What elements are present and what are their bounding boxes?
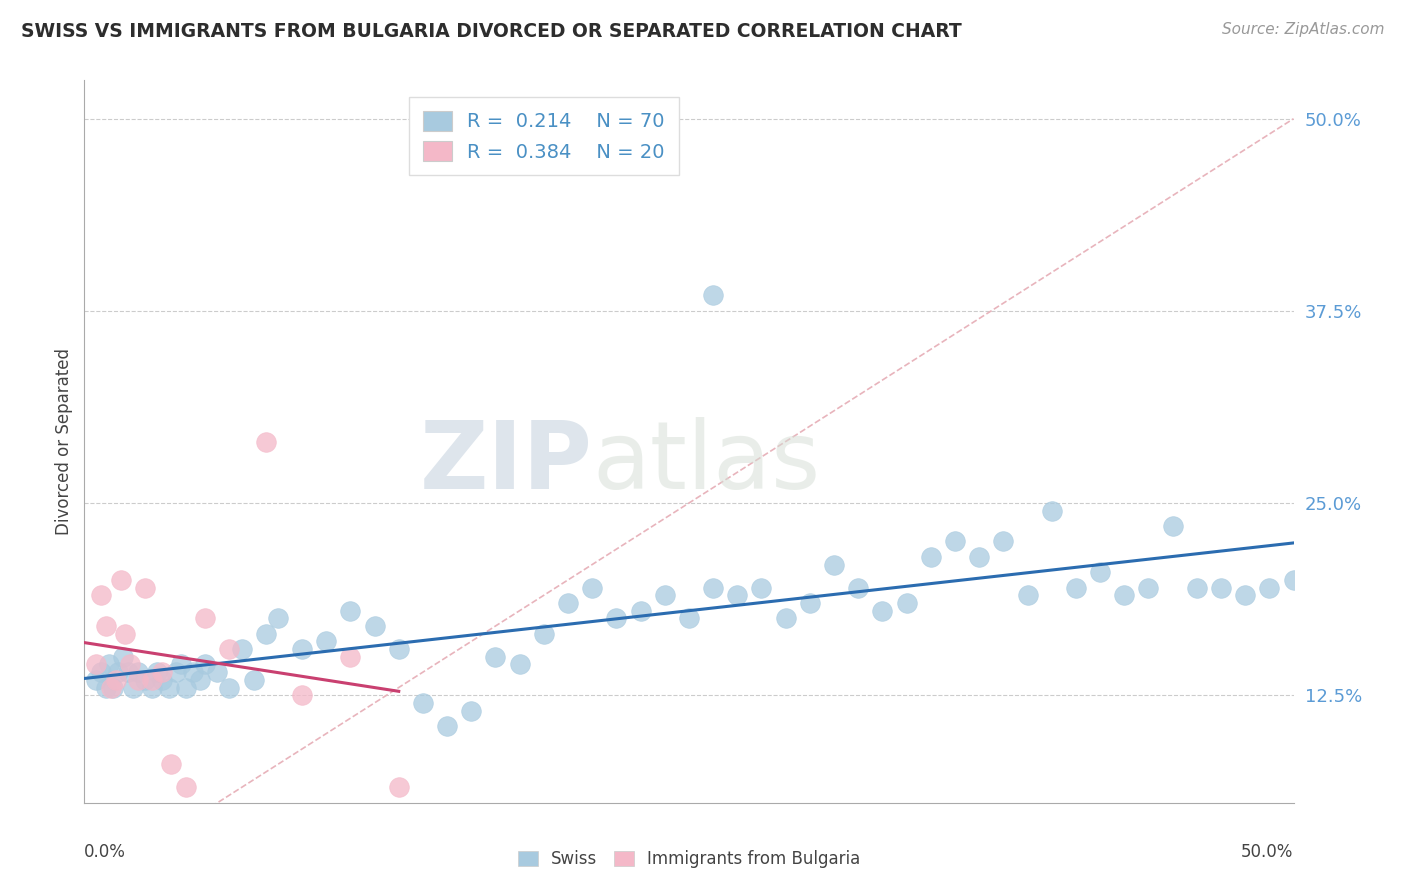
Point — [630, 604, 652, 618]
Point — [146, 665, 169, 680]
Point — [846, 581, 869, 595]
Point — [605, 611, 627, 625]
Point — [896, 596, 918, 610]
Point — [943, 534, 966, 549]
Point — [267, 611, 290, 625]
Text: ZIP: ZIP — [419, 417, 592, 509]
Point — [190, 673, 212, 687]
Point — [702, 288, 724, 302]
Point — [339, 604, 361, 618]
Point — [1185, 581, 1208, 595]
Point — [160, 757, 183, 772]
Point — [799, 596, 821, 610]
Point — [194, 657, 217, 672]
Point — [218, 642, 240, 657]
Point — [174, 780, 197, 795]
Point — [127, 665, 149, 680]
Point — [484, 649, 506, 664]
Point — [315, 634, 337, 648]
Point — [104, 673, 127, 687]
Point — [823, 558, 845, 572]
Point — [678, 611, 700, 625]
Point — [412, 696, 434, 710]
Text: 50.0%: 50.0% — [1241, 843, 1294, 861]
Point — [1064, 581, 1087, 595]
Point — [291, 688, 314, 702]
Point — [86, 657, 108, 672]
Point — [86, 673, 108, 687]
Point — [242, 673, 264, 687]
Point — [174, 681, 197, 695]
Point — [231, 642, 253, 657]
Point — [388, 780, 411, 795]
Point — [1017, 588, 1039, 602]
Point — [557, 596, 579, 610]
Point — [654, 588, 676, 602]
Point — [181, 665, 204, 680]
Point — [581, 581, 603, 595]
Point — [110, 573, 132, 587]
Point — [94, 619, 117, 633]
Point — [134, 673, 156, 687]
Point — [121, 681, 143, 695]
Text: SWISS VS IMMIGRANTS FROM BULGARIA DIVORCED OR SEPARATED CORRELATION CHART: SWISS VS IMMIGRANTS FROM BULGARIA DIVORC… — [21, 22, 962, 41]
Point — [157, 681, 180, 695]
Point — [100, 681, 122, 695]
Point — [1161, 519, 1184, 533]
Point — [150, 665, 173, 680]
Point — [509, 657, 531, 672]
Point — [872, 604, 894, 618]
Point — [1088, 565, 1111, 579]
Point — [1282, 573, 1305, 587]
Y-axis label: Divorced or Separated: Divorced or Separated — [55, 348, 73, 535]
Point — [97, 657, 120, 672]
Point — [141, 673, 163, 687]
Point — [533, 626, 555, 640]
Point — [120, 657, 142, 672]
Point — [1258, 581, 1281, 595]
Point — [1137, 581, 1160, 595]
Point — [1234, 588, 1257, 602]
Point — [363, 619, 385, 633]
Point — [218, 681, 240, 695]
Point — [90, 665, 112, 680]
Legend: Swiss, Immigrants from Bulgaria: Swiss, Immigrants from Bulgaria — [509, 841, 869, 876]
Point — [388, 642, 411, 657]
Point — [127, 673, 149, 687]
Point — [94, 681, 117, 695]
Text: 0.0%: 0.0% — [84, 843, 127, 861]
Point — [702, 581, 724, 595]
Point — [117, 665, 139, 680]
Point — [112, 649, 135, 664]
Point — [90, 588, 112, 602]
Point — [103, 681, 125, 695]
Text: Source: ZipAtlas.com: Source: ZipAtlas.com — [1222, 22, 1385, 37]
Text: atlas: atlas — [592, 417, 821, 509]
Point — [165, 665, 187, 680]
Point — [751, 581, 773, 595]
Point — [920, 549, 942, 564]
Point — [207, 665, 229, 680]
Point — [1114, 588, 1136, 602]
Point — [107, 665, 129, 680]
Point — [775, 611, 797, 625]
Point — [967, 549, 990, 564]
Point — [194, 611, 217, 625]
Point — [141, 681, 163, 695]
Point — [1209, 581, 1232, 595]
Point — [134, 581, 156, 595]
Point — [725, 588, 748, 602]
Point — [993, 534, 1015, 549]
Point — [436, 719, 458, 733]
Point — [460, 704, 482, 718]
Point — [170, 657, 193, 672]
Point — [339, 649, 361, 664]
Point — [254, 626, 277, 640]
Point — [150, 673, 173, 687]
Point — [114, 626, 136, 640]
Point — [254, 434, 277, 449]
Point — [1040, 504, 1063, 518]
Point — [291, 642, 314, 657]
